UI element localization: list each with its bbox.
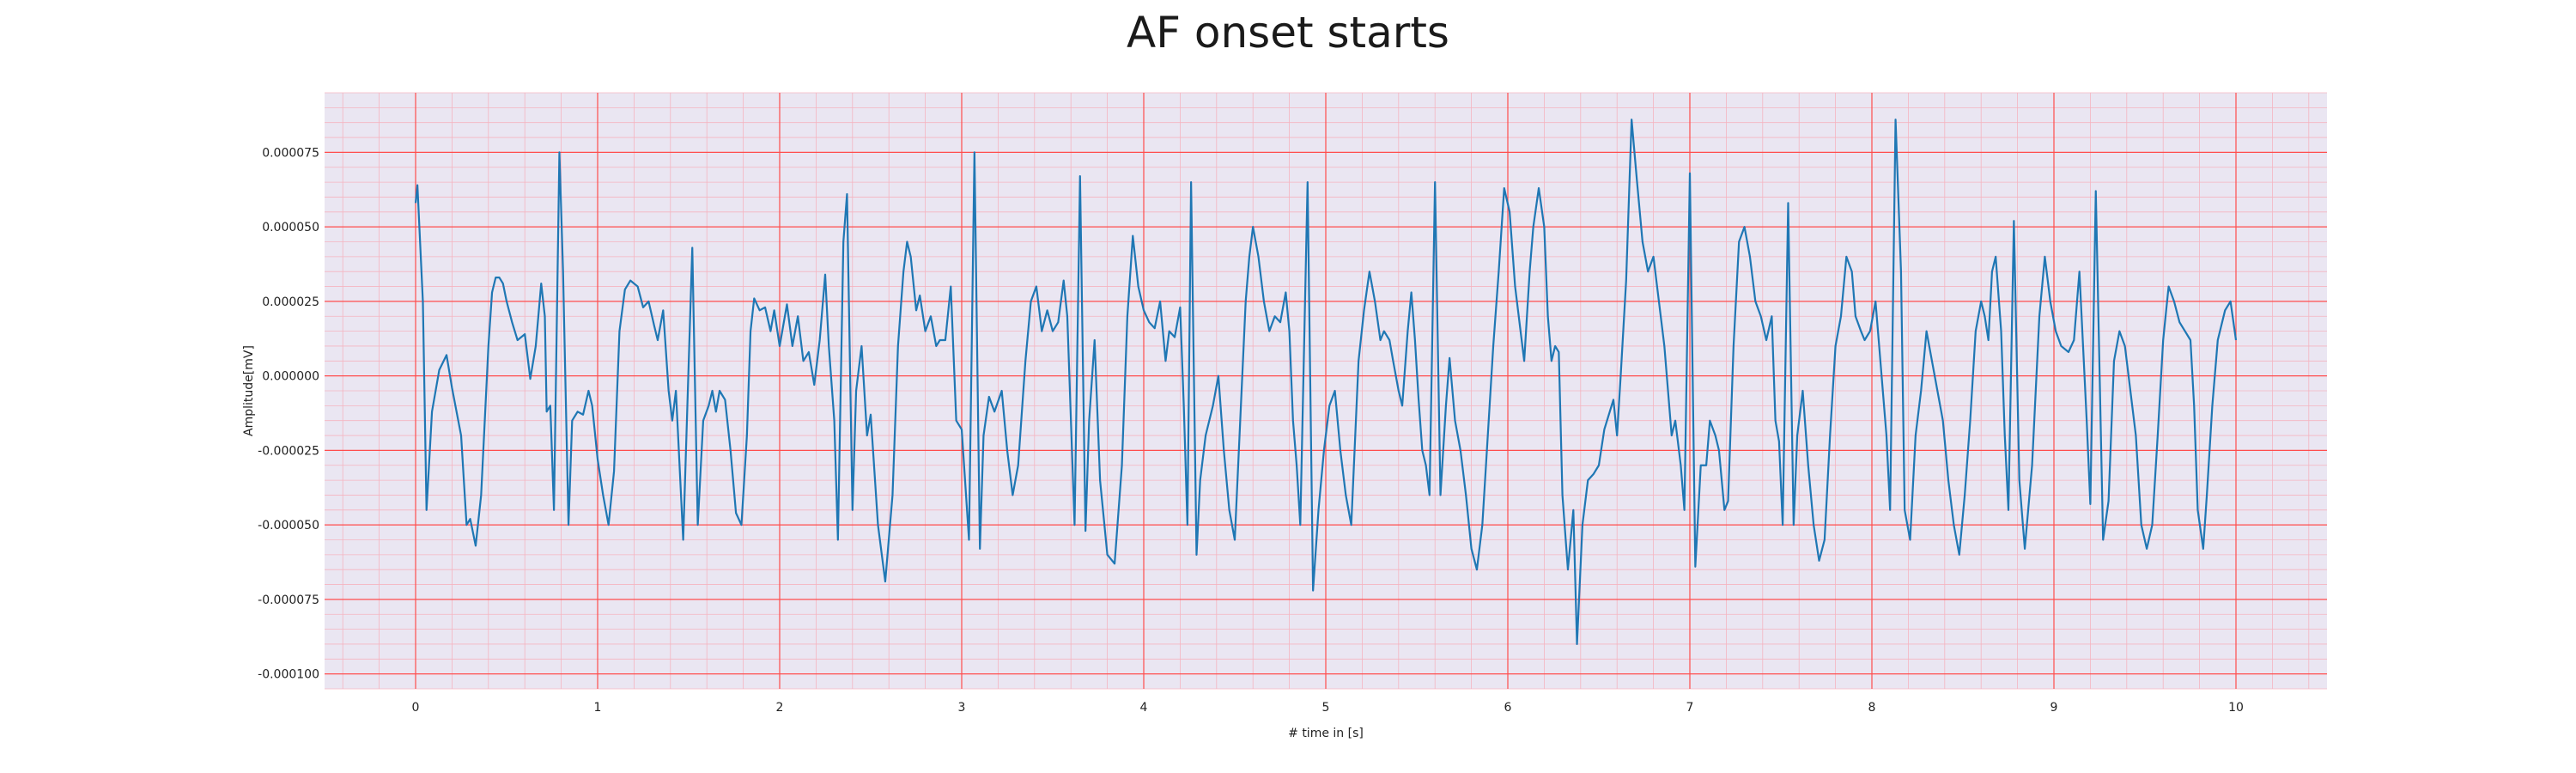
x-axis-label: # time in [s]	[1288, 727, 1364, 740]
x-tick-label: 3	[958, 701, 966, 715]
x-axis-ticks: 0 1 2 3 4 5 6 7 8 9 10	[412, 701, 2244, 715]
x-tick-label: 8	[1868, 701, 1876, 715]
series-line	[414, 119, 2238, 646]
x-tick-label: 7	[1686, 701, 1694, 715]
y-tick-label: -0.000100	[258, 668, 319, 682]
y-axis-label: Amplitude[mV]	[242, 345, 256, 436]
x-tick-label: 5	[1322, 701, 1330, 715]
x-tick-label: 10	[2228, 701, 2244, 715]
x-tick-label: 2	[776, 701, 784, 715]
y-tick-label: -0.000075	[258, 593, 319, 607]
major-grid	[325, 93, 2327, 689]
y-tick-label: 0.000000	[262, 370, 319, 384]
x-tick-label: 0	[412, 701, 420, 715]
y-tick-label: -0.000050	[258, 519, 319, 533]
x-tick-label: 6	[1504, 701, 1512, 715]
x-tick-label: 1	[594, 701, 602, 715]
x-tick-label: 4	[1140, 701, 1148, 715]
y-tick-label: 0.000050	[262, 221, 319, 234]
chart-title: AF onset starts	[1127, 8, 1449, 58]
y-tick-label: 0.000025	[262, 295, 319, 309]
y-tick-label: 0.000075	[262, 146, 319, 160]
y-axis-ticks: 0.000075 0.000050 0.000025 0.000000 -0.00002…	[258, 146, 319, 681]
y-tick-label: -0.000025	[258, 444, 319, 458]
x-tick-label: 9	[2050, 701, 2058, 715]
